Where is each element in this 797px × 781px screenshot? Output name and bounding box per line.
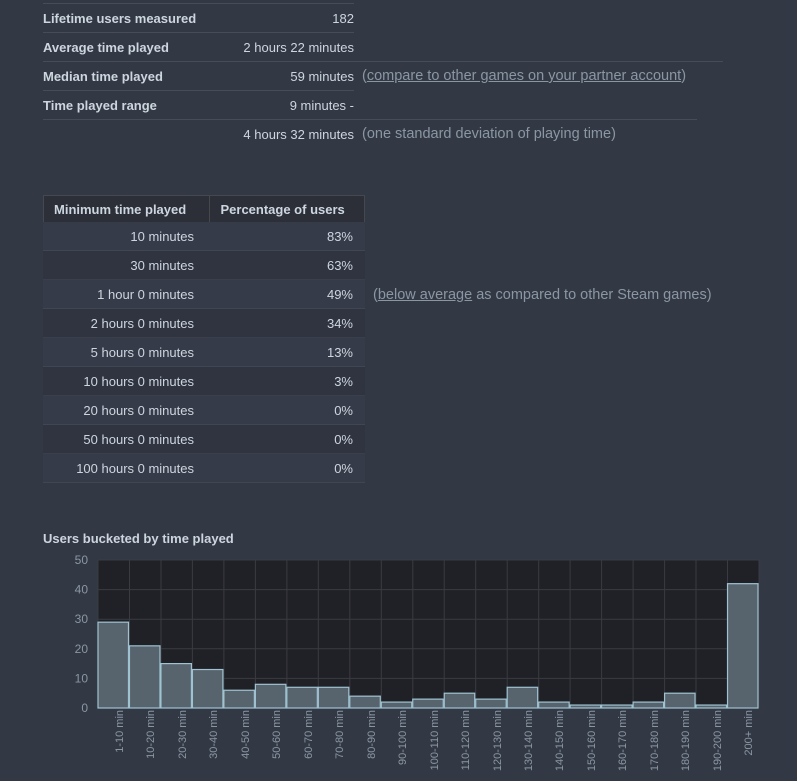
svg-text:10: 10 bbox=[75, 671, 89, 685]
svg-text:40: 40 bbox=[75, 583, 89, 597]
svg-text:30: 30 bbox=[75, 612, 89, 626]
svg-text:50: 50 bbox=[75, 553, 89, 567]
svg-text:0: 0 bbox=[81, 701, 88, 715]
svg-text:20: 20 bbox=[75, 642, 89, 656]
